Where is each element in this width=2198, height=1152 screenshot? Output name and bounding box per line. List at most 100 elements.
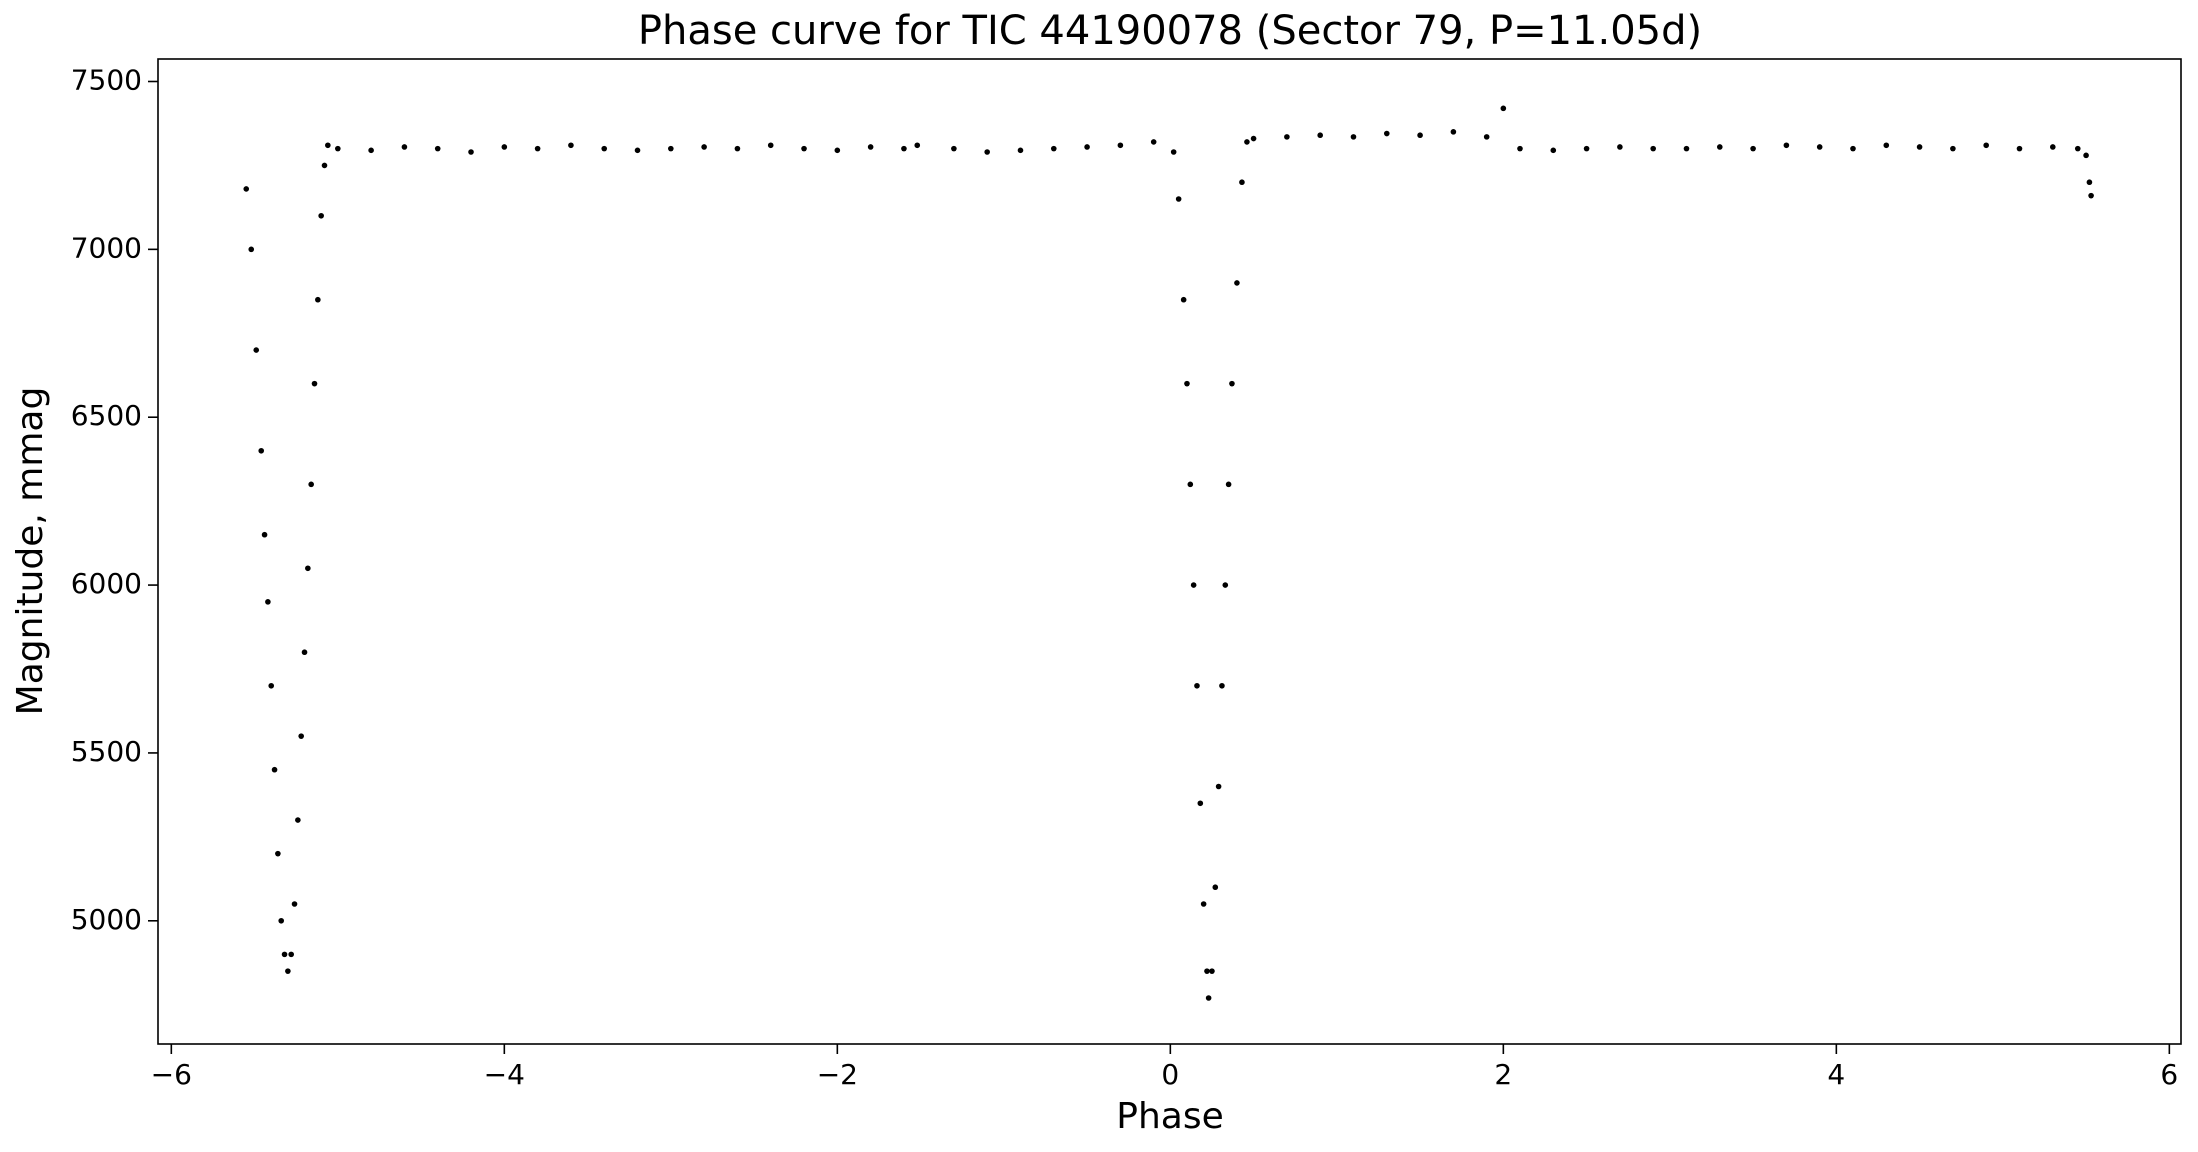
point (1916, 144, 1923, 150)
point (1983, 142, 1989, 149)
point (1180, 296, 1187, 303)
point (534, 145, 541, 152)
point (1483, 134, 1490, 140)
point (285, 968, 291, 974)
point (301, 649, 308, 656)
point (1222, 582, 1229, 588)
point (1250, 135, 1257, 142)
point (261, 531, 268, 538)
point (311, 380, 318, 387)
point (1950, 145, 1956, 152)
point (305, 565, 311, 572)
y-tick-label: 7000 (71, 231, 142, 264)
point (1450, 129, 1457, 135)
x-axis-label: Phase (1116, 1096, 1224, 1137)
point (1650, 145, 1656, 152)
y-axis-label: Magnitude, mmag (10, 387, 51, 716)
point (1750, 145, 1756, 152)
point (1175, 196, 1182, 202)
point (271, 766, 278, 773)
point (901, 145, 907, 152)
point (1816, 144, 1823, 150)
point (1184, 380, 1190, 387)
point (601, 145, 608, 152)
point (1187, 481, 1194, 488)
point (1017, 147, 1024, 154)
point (1209, 968, 1215, 974)
point (1239, 179, 1245, 186)
point (1050, 145, 1057, 152)
point (268, 682, 275, 689)
point (1617, 144, 1623, 150)
point (1716, 144, 1723, 150)
point (291, 901, 298, 907)
point (1150, 139, 1157, 145)
x-tick-label: 0 (1161, 1058, 1179, 1091)
y-tick-label: 5000 (71, 903, 142, 936)
point (308, 481, 314, 488)
x-tick-label: −6 (151, 1058, 192, 1091)
point (315, 296, 321, 303)
point (1883, 142, 1890, 149)
point (2086, 179, 2093, 186)
point (368, 147, 374, 154)
point (248, 246, 255, 253)
point (1500, 105, 1507, 112)
point (951, 145, 957, 152)
point (1194, 682, 1200, 689)
point (258, 447, 265, 454)
point (801, 145, 807, 152)
point (1170, 149, 1177, 155)
point (1219, 682, 1225, 689)
point (2083, 152, 2089, 159)
point (325, 142, 331, 149)
point (401, 144, 408, 150)
point (1117, 142, 1124, 149)
point (1317, 132, 1323, 139)
point (1783, 142, 1790, 149)
y-tick-label: 6500 (71, 399, 142, 432)
point (288, 951, 295, 958)
point (734, 145, 741, 152)
point (1205, 995, 1212, 1001)
point (568, 142, 574, 149)
point (867, 144, 874, 150)
point (1197, 800, 1204, 807)
point (1350, 134, 1357, 140)
x-tick-label: −2 (817, 1058, 858, 1091)
plot-frame (157, 58, 2182, 1045)
point (335, 145, 341, 152)
point (501, 144, 508, 150)
x-tick-label: 4 (1827, 1058, 1845, 1091)
point (2074, 145, 2081, 152)
point (668, 145, 674, 152)
y-tick-label: 5500 (71, 735, 142, 768)
point (1190, 582, 1197, 588)
point (1284, 134, 1290, 140)
point (281, 951, 288, 958)
point (1417, 132, 1423, 139)
point (1084, 144, 1090, 150)
point (321, 162, 328, 169)
point (1234, 280, 1240, 286)
point (914, 142, 921, 149)
point (468, 149, 474, 155)
point (278, 917, 285, 924)
point (1517, 145, 1523, 152)
point (634, 147, 641, 154)
x-tick-label: 6 (2160, 1058, 2178, 1091)
point (1215, 783, 1222, 790)
point (1229, 380, 1235, 387)
chart-title: Phase curve for TIC 44190078 (Sector 79,… (638, 8, 1702, 54)
point (1212, 884, 1219, 891)
point (295, 817, 301, 823)
point (265, 599, 271, 605)
point (1244, 139, 1250, 145)
point (1683, 145, 1690, 152)
point (2088, 192, 2094, 199)
point (1225, 481, 1232, 488)
x-tick-label: −4 (484, 1058, 525, 1091)
x-tick-label: 2 (1494, 1058, 1512, 1091)
